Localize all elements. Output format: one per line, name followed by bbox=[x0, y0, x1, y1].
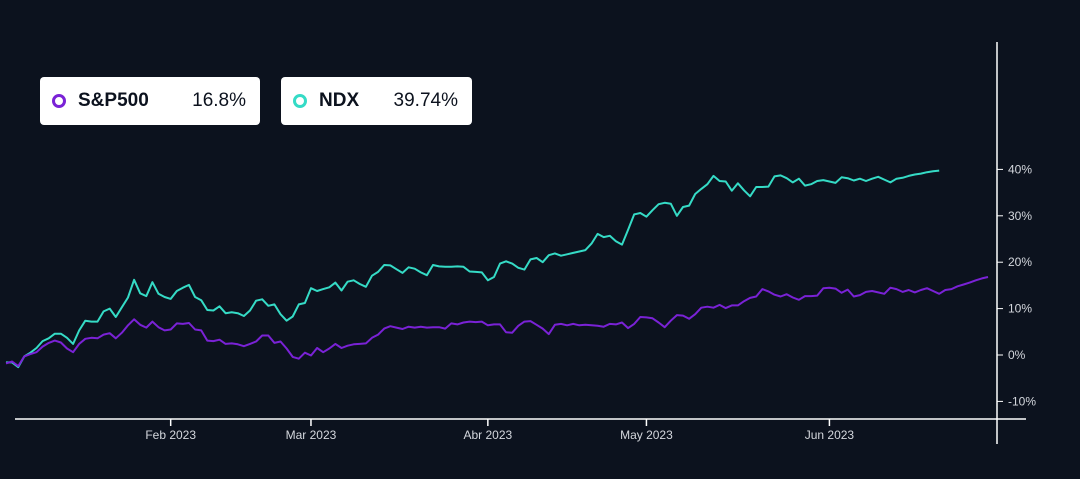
series-layer bbox=[5, 169, 989, 369]
y-tick-label: 0% bbox=[1008, 348, 1026, 362]
x-tick-label: Jun 2023 bbox=[805, 428, 855, 442]
ndx-ring-icon bbox=[293, 94, 307, 108]
x-ticks: Feb 2023 Mar 2023 Abr 2023 May 2023 Jun 2023 bbox=[145, 419, 854, 442]
x-tick-label: Feb 2023 bbox=[145, 428, 196, 442]
y-tick-label: -10% bbox=[1008, 394, 1036, 408]
x-tick-label: Mar 2023 bbox=[286, 428, 337, 442]
y-tick-label: 20% bbox=[1008, 255, 1032, 269]
legend-name-ndx: NDX bbox=[319, 90, 360, 111]
legend-value-sp500: 16.8% bbox=[192, 90, 246, 111]
legend-card-sp500: S&P500 16.8% bbox=[40, 77, 260, 125]
x-tick-label: Abr 2023 bbox=[463, 428, 512, 442]
y-tick-label: 10% bbox=[1008, 302, 1032, 316]
legend-name-sp500: S&P500 bbox=[78, 90, 149, 111]
sp500-ring-icon bbox=[52, 94, 66, 108]
legend-value-ndx: 39.74% bbox=[393, 90, 458, 111]
y-tick-label: 40% bbox=[1008, 162, 1032, 176]
series-line-sp500 bbox=[5, 276, 989, 368]
y-tick-label: 30% bbox=[1008, 209, 1032, 223]
legend-card-ndx: NDX 39.74% bbox=[281, 77, 472, 125]
x-tick-label: May 2023 bbox=[620, 428, 673, 442]
y-ticks: 40% 30% 20% 10% 0% -10% bbox=[997, 162, 1036, 408]
series-line-ndx bbox=[6, 169, 940, 369]
